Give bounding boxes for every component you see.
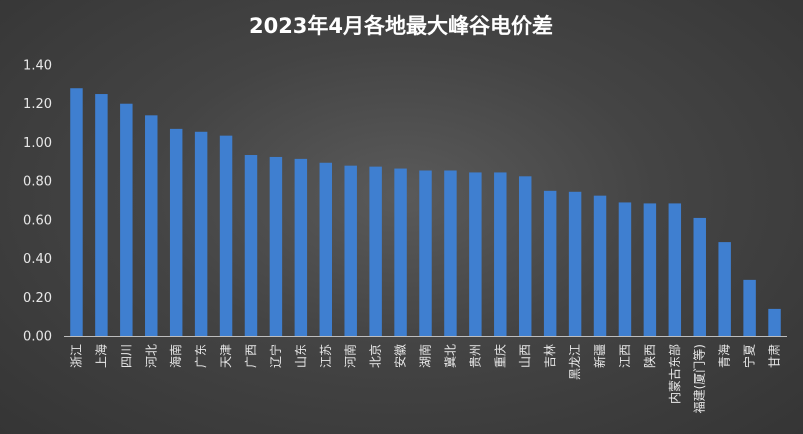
y-tick-label: 0.20 xyxy=(23,291,52,306)
bar xyxy=(444,170,457,336)
category-label: 河南 xyxy=(343,344,358,368)
y-tick-label: 0.40 xyxy=(23,252,52,267)
bar xyxy=(668,203,682,336)
bar xyxy=(194,131,208,336)
bar xyxy=(70,88,83,336)
y-tick-label: 0.60 xyxy=(23,213,52,228)
category-label: 河北 xyxy=(144,344,158,368)
bar xyxy=(643,203,657,336)
category-label: 冀北 xyxy=(443,344,457,368)
category-label: 贵州 xyxy=(468,344,482,368)
bar xyxy=(543,190,557,336)
category-label: 辽宁 xyxy=(268,344,283,368)
y-tick-label: 1.00 xyxy=(23,136,52,151)
y-axis-ticks: 0.00 0.20 0.40 0.60 0.80 1.00 1.20 1.40 xyxy=(23,59,52,345)
y-tick-label: 1.40 xyxy=(23,59,52,74)
bar xyxy=(718,242,731,336)
bar xyxy=(693,217,706,336)
category-label: 湖南 xyxy=(418,344,433,368)
category-label: 山西 xyxy=(518,344,532,368)
chart-title: 2023年4月各地最大峰谷电价差 xyxy=(249,14,553,38)
category-label: 甘肃 xyxy=(768,344,782,368)
bar xyxy=(244,155,258,336)
category-label: 北京 xyxy=(369,344,383,368)
bar xyxy=(219,135,233,336)
category-label: 江苏 xyxy=(319,344,333,368)
category-label: 江西 xyxy=(618,344,632,368)
category-labels: 浙江 上海 四川 河北 海南 广东 天津 广西 辽宁 山东 江苏 河南 北京 安徽 湖南 冀北 贵州 重庆 山西 吉林… xyxy=(69,344,781,413)
bar xyxy=(394,168,407,336)
bar xyxy=(469,172,482,336)
category-label: 福建(厦门等) xyxy=(692,344,707,413)
bar xyxy=(568,191,582,336)
category-label: 黑龙江 xyxy=(568,344,582,380)
category-label: 广西 xyxy=(244,344,258,368)
category-label: 广东 xyxy=(194,344,208,368)
y-tick-label: 1.20 xyxy=(23,97,52,112)
category-label: 新疆 xyxy=(592,344,607,368)
bar xyxy=(344,165,357,336)
category-label: 上海 xyxy=(93,344,108,368)
y-tick-label: 0.80 xyxy=(23,175,52,190)
bar xyxy=(593,195,607,336)
bar xyxy=(169,128,183,336)
category-label: 海南 xyxy=(168,344,183,368)
bar xyxy=(518,176,532,336)
category-label: 重庆 xyxy=(493,344,507,368)
category-label: 宁夏 xyxy=(742,344,757,368)
category-label: 青海 xyxy=(717,344,732,368)
category-label: 吉林 xyxy=(543,344,557,368)
category-label: 山东 xyxy=(294,344,308,368)
category-label: 浙江 xyxy=(69,344,83,368)
bar xyxy=(768,308,781,336)
bar xyxy=(145,115,158,336)
category-label: 四川 xyxy=(119,344,133,368)
bar xyxy=(269,156,283,336)
bars xyxy=(70,88,781,337)
category-label: 安徽 xyxy=(393,344,408,368)
bar xyxy=(120,103,133,336)
bar xyxy=(319,162,333,336)
bar xyxy=(419,170,432,336)
category-label: 内蒙古东部 xyxy=(667,344,682,404)
bar xyxy=(618,202,632,336)
bar xyxy=(294,158,308,336)
bar xyxy=(95,94,108,337)
bar xyxy=(494,172,507,336)
y-tick-label: 0.00 xyxy=(23,330,52,345)
bar xyxy=(369,166,382,336)
category-label: 陕西 xyxy=(642,344,657,368)
category-label: 天津 xyxy=(219,344,233,368)
bar xyxy=(743,279,756,336)
